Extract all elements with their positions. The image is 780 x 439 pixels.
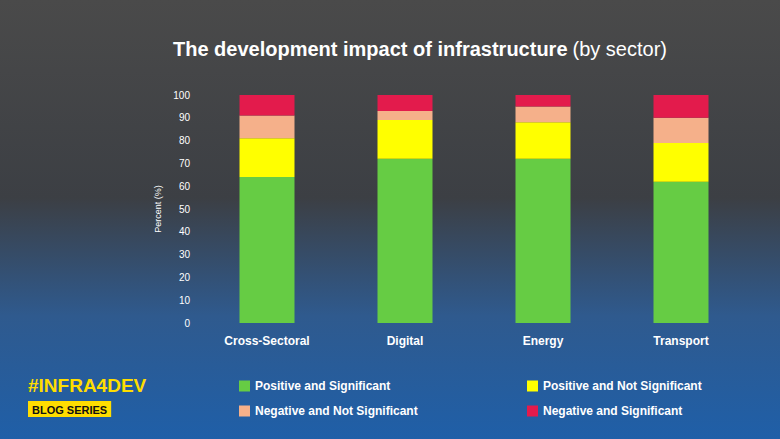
svg-text:Percent (%): Percent (%) [153, 185, 163, 233]
svg-text:60: 60 [179, 181, 191, 192]
svg-text:(by sector): (by sector) [573, 38, 667, 60]
svg-text:Energy: Energy [523, 334, 564, 348]
svg-text:90: 90 [179, 112, 191, 123]
svg-text:40: 40 [179, 226, 191, 237]
svg-text:70: 70 [179, 158, 191, 169]
svg-text:BLOG SERIES: BLOG SERIES [32, 404, 107, 416]
svg-text:30: 30 [179, 249, 191, 260]
svg-text:Cross-Sectoral: Cross-Sectoral [224, 334, 309, 348]
svg-text:10: 10 [179, 295, 191, 306]
svg-text:Negative and Not Significant: Negative and Not Significant [255, 404, 418, 418]
svg-text:Positive and Significant: Positive and Significant [255, 379, 390, 393]
svg-text:Negative and Significant: Negative and Significant [543, 404, 682, 418]
svg-text:Positive and Not Significant: Positive and Not Significant [543, 379, 702, 393]
svg-text:Digital: Digital [387, 334, 424, 348]
svg-text:#INFRA4DEV: #INFRA4DEV [28, 375, 147, 396]
svg-text:20: 20 [179, 272, 191, 283]
svg-text:The development impact of infr: The development impact of infrastructure [173, 38, 568, 60]
svg-text:0: 0 [184, 318, 190, 329]
svg-text:50: 50 [179, 204, 191, 215]
svg-text:80: 80 [179, 135, 191, 146]
svg-text:Transport: Transport [653, 334, 708, 348]
svg-text:100: 100 [173, 90, 190, 101]
